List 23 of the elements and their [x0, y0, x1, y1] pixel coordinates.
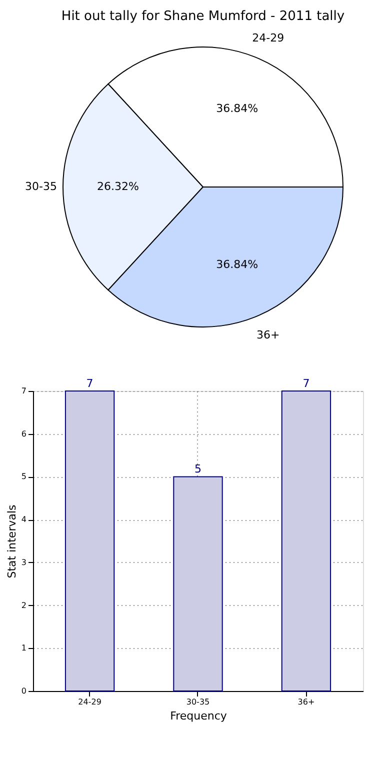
- y-axis-title: Stat intervals: [5, 504, 18, 578]
- x-tick-label: 30-35: [186, 698, 210, 706]
- y-tick-label: 7: [21, 386, 26, 396]
- y-tick-label: 5: [21, 472, 26, 482]
- y-tick-label: 3: [21, 558, 26, 567]
- y-tick-label: 4: [21, 515, 26, 524]
- data-label: 7: [86, 377, 94, 390]
- data-label: 36.84%: [216, 258, 258, 271]
- y-tick-label: 2: [21, 600, 26, 610]
- data-label: 7: [302, 377, 310, 390]
- data-label: 36.84%: [216, 102, 258, 116]
- y-tick-label: 0: [21, 686, 26, 696]
- y-tick-label: 1: [21, 644, 26, 653]
- x-axis-title: Frequency: [170, 710, 228, 722]
- slice-label: 30-35: [25, 180, 57, 193]
- x-tick-label: 24-29: [78, 698, 102, 706]
- y-tick-label: 6: [21, 429, 26, 438]
- data-label: 26.32%: [97, 180, 139, 193]
- chart-title: Hit out tally for Shane Mumford - 2011 tally: [61, 9, 345, 24]
- slice-label: 36+: [256, 328, 280, 342]
- x-tick-label: 36+: [298, 698, 315, 706]
- slice-label: 24-29: [252, 32, 284, 45]
- data-label: 5: [194, 462, 202, 476]
